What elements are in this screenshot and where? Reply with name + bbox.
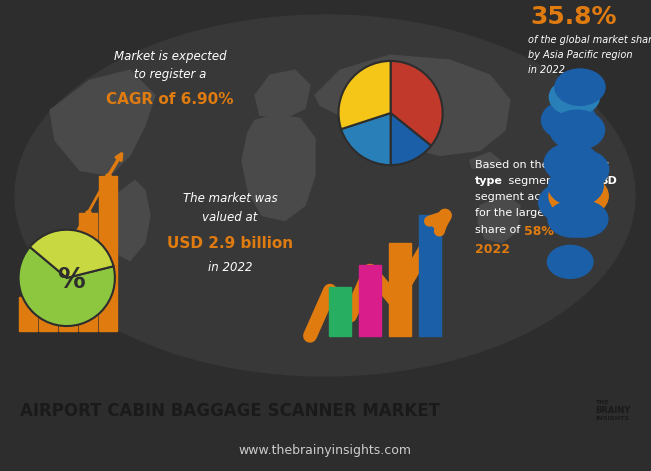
Text: Market is expected: Market is expected [114, 50, 227, 63]
Text: scanner: scanner [559, 161, 609, 171]
Text: share of: share of [475, 225, 524, 235]
Polygon shape [50, 70, 155, 175]
Text: %: % [57, 266, 85, 294]
Bar [329, 287, 351, 336]
Text: valued at: valued at [202, 211, 258, 224]
Wedge shape [391, 113, 431, 165]
Text: 35.8%: 35.8% [530, 5, 616, 29]
Polygon shape [242, 115, 315, 220]
Bar [19, 297, 37, 331]
Bar [79, 213, 97, 331]
Text: type: type [475, 177, 503, 187]
Text: of the global market share was accounted: of the global market share was accounted [528, 35, 651, 45]
Text: www.thebrainyinsights.com: www.thebrainyinsights.com [238, 445, 411, 457]
Polygon shape [315, 55, 510, 155]
Wedge shape [339, 61, 391, 129]
Text: CAGR of 6.90%: CAGR of 6.90% [106, 92, 234, 107]
Text: in 2022: in 2022 [528, 65, 565, 75]
Text: in 2022: in 2022 [208, 260, 252, 274]
Bar [359, 265, 381, 336]
Bar [39, 275, 57, 331]
Text: Based on the: Based on the [475, 161, 552, 171]
Wedge shape [341, 113, 391, 165]
Polygon shape [255, 70, 310, 118]
Polygon shape [108, 180, 150, 260]
Polygon shape [38, 289, 82, 319]
Wedge shape [30, 230, 113, 278]
Bar [389, 243, 411, 336]
Text: 58% in: 58% in [524, 225, 571, 237]
Text: segment accounted: segment accounted [475, 193, 586, 203]
Text: for the largest market: for the largest market [475, 209, 598, 219]
Ellipse shape [15, 15, 635, 376]
Text: The market was: The market was [183, 193, 277, 205]
Text: BRAINY: BRAINY [595, 406, 630, 415]
Text: THE: THE [595, 400, 609, 406]
Text: INSIGHTS: INSIGHTS [595, 416, 629, 422]
Bar [99, 177, 117, 331]
Text: 2022: 2022 [475, 243, 510, 256]
Bar [419, 214, 441, 336]
Wedge shape [391, 61, 443, 146]
Text: segment, the: segment, the [505, 177, 587, 187]
Text: USD 2.9 billion: USD 2.9 billion [167, 236, 293, 251]
Polygon shape [470, 152, 500, 169]
Text: by Asia Pacific region: by Asia Pacific region [528, 50, 633, 60]
Text: 3D: 3D [600, 177, 617, 187]
Text: to register a: to register a [134, 68, 206, 81]
Bar [59, 247, 77, 331]
Wedge shape [19, 247, 115, 326]
Text: AIRPORT CABIN BAGGAGE SCANNER MARKET: AIRPORT CABIN BAGGAGE SCANNER MARKET [20, 402, 440, 420]
Polygon shape [478, 195, 520, 243]
